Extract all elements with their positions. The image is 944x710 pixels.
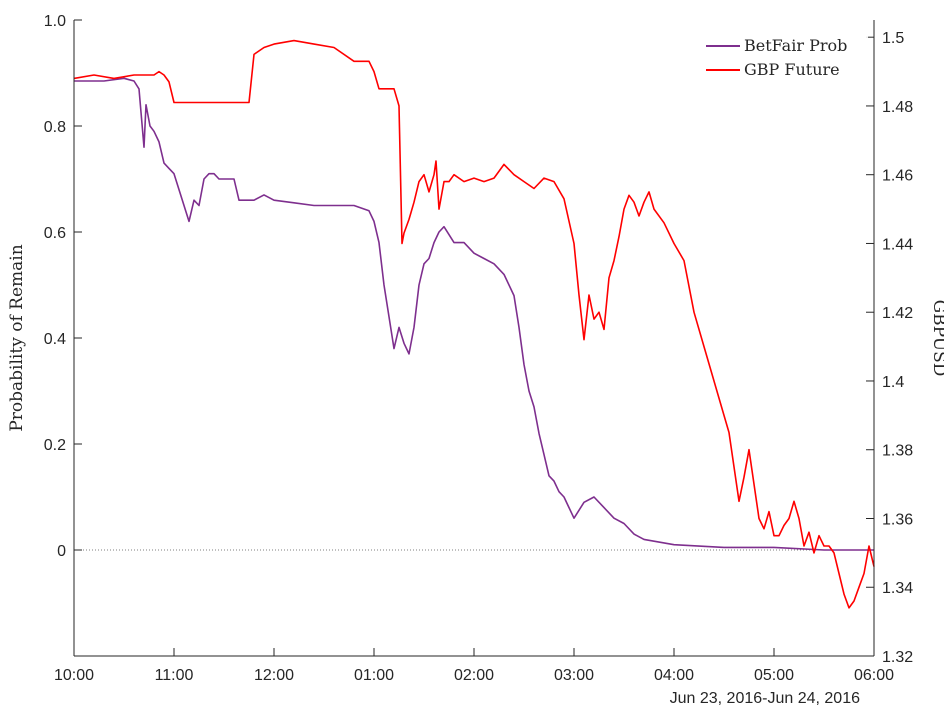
right-axis-ticks: 1.32 1.34 1.36 1.38 1.4 1.42 1.44 1.46 1.48 1.5 bbox=[866, 30, 913, 666]
right-tick-label: 1.5 bbox=[882, 30, 904, 47]
right-tick-label: 1.42 bbox=[882, 305, 913, 322]
x-tick-label: 10:00 bbox=[54, 667, 94, 684]
plot-background bbox=[74, 20, 874, 656]
legend-box bbox=[700, 32, 868, 82]
right-tick-label: 1.44 bbox=[882, 236, 913, 253]
x-tick-label: 12:00 bbox=[254, 667, 294, 684]
left-tick-label: 0 bbox=[57, 543, 66, 560]
x-tick-label: 02:00 bbox=[454, 667, 494, 684]
left-tick-label: 0.2 bbox=[44, 437, 66, 454]
right-axis-label: GBPUSD bbox=[929, 300, 944, 377]
legend: BetFair Prob GBP Future bbox=[700, 32, 868, 82]
x-axis-date-range-label: Jun 23, 2016-Jun 24, 2016 bbox=[670, 690, 860, 707]
series-line-gbp-future bbox=[73, 39, 875, 609]
x-tick-label: 06:00 bbox=[854, 667, 894, 684]
x-tick-label: 05:00 bbox=[754, 667, 794, 684]
left-tick-label: 0.6 bbox=[44, 225, 66, 242]
left-tick-label: 1.0 bbox=[44, 13, 66, 30]
right-tick-label: 1.36 bbox=[882, 511, 913, 528]
left-tick-label: 0.8 bbox=[44, 119, 66, 136]
left-tick-label: 0.4 bbox=[44, 331, 66, 348]
left-axis-label: Probability of Remain bbox=[7, 244, 27, 431]
legend-label-gbp-future: GBP Future bbox=[744, 60, 840, 79]
right-tick-label: 1.4 bbox=[882, 374, 904, 391]
x-axis-ticks: 10:00 11:00 12:00 01:00 02:00 03:00 04:00 05:00… bbox=[54, 648, 894, 684]
right-tick-label: 1.48 bbox=[882, 99, 913, 116]
right-tick-label: 1.34 bbox=[882, 580, 913, 597]
x-tick-label: 01:00 bbox=[354, 667, 394, 684]
x-tick-label: 11:00 bbox=[155, 667, 194, 684]
series-line-betfair-prob bbox=[74, 77, 874, 551]
left-axis-ticks: 0 0.2 0.4 0.6 0.8 1.0 bbox=[44, 13, 82, 560]
series-group bbox=[73, 39, 875, 609]
legend-label-betfair: BetFair Prob bbox=[744, 36, 847, 55]
right-tick-label: 1.46 bbox=[882, 168, 913, 185]
x-tick-label: 03:00 bbox=[554, 667, 594, 684]
x-tick-label: 04:00 bbox=[654, 667, 694, 684]
right-tick-label: 1.32 bbox=[882, 649, 913, 666]
right-tick-label: 1.38 bbox=[882, 443, 913, 460]
